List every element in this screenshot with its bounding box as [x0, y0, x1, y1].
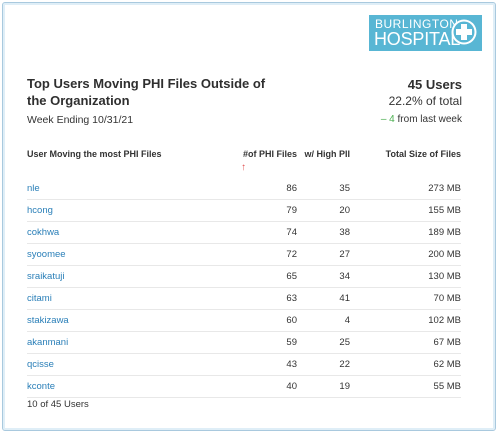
total-size-value: 102 MB	[428, 315, 461, 326]
column-header-total-size[interactable]: Total Size of Files	[385, 149, 461, 159]
kpi-delta-label: from last week	[394, 114, 462, 125]
high-pii-count: 38	[339, 227, 350, 238]
table-row: akanmani 59 25 67 MB	[27, 332, 461, 354]
table-row: qcisse 43 22 62 MB	[27, 354, 461, 376]
user-link[interactable]: stakizawa	[27, 315, 69, 326]
kpi-delta-value: – 4	[380, 114, 395, 125]
table-row: sraikatuji 65 34 130 MB	[27, 266, 461, 288]
high-pii-count: 27	[339, 249, 350, 260]
medical-cross-icon	[451, 19, 477, 45]
phi-files-count: 60	[286, 315, 297, 326]
phi-files-count: 79	[286, 205, 297, 216]
high-pii-count: 35	[339, 183, 350, 194]
table-row: cokhwa 74 38 189 MB	[27, 222, 461, 244]
kpi-change: – 4 from last week	[381, 114, 462, 125]
column-header-user[interactable]: User Moving the most PHI Files	[27, 149, 162, 159]
user-link[interactable]: syoomee	[27, 249, 66, 260]
sort-arrow-up-icon[interactable]: ↑	[241, 162, 246, 173]
phi-files-count: 74	[286, 227, 297, 238]
user-link[interactable]: qcisse	[27, 359, 54, 370]
user-link[interactable]: akanmani	[27, 337, 69, 348]
total-size-value: 70 MB	[433, 293, 461, 304]
user-link[interactable]: nle	[27, 183, 40, 194]
user-link[interactable]: hcong	[27, 205, 53, 216]
report-subtitle: Week Ending 10/31/21	[27, 114, 134, 126]
phi-files-count: 59	[286, 337, 297, 348]
table-row: stakizawa 60 4 102 MB	[27, 310, 461, 332]
table-body: nle 86 35 273 MB hcong 79 20 155 MB cokhwa 74 38 18…	[27, 178, 461, 398]
total-size-value: 189 MB	[428, 227, 461, 238]
total-size-value: 155 MB	[428, 205, 461, 216]
total-size-value: 67 MB	[433, 337, 461, 348]
high-pii-count: 41	[339, 293, 350, 304]
total-size-value: 130 MB	[428, 271, 461, 282]
card-frame	[2, 2, 496, 431]
high-pii-count: 22	[339, 359, 350, 370]
phi-files-count: 86	[286, 183, 297, 194]
table-header: User Moving the most PHI Files ↑ #of PHI…	[27, 148, 461, 178]
high-pii-count: 19	[339, 381, 350, 392]
column-header-phi-files[interactable]: #of PHI Files	[242, 149, 297, 159]
phi-files-count: 40	[286, 381, 297, 392]
phi-files-count: 43	[286, 359, 297, 370]
table-row: kconte 40 19 55 MB	[27, 376, 461, 398]
kpi-percent-of-total: 22.2% of total	[388, 94, 462, 108]
table-row: nle 86 35 273 MB	[27, 178, 461, 200]
high-pii-count: 25	[339, 337, 350, 348]
hospital-logo: BURLINGTON HOSPITAL	[369, 15, 482, 51]
user-link[interactable]: citami	[27, 293, 52, 304]
logo-text-line1: BURLINGTON	[375, 17, 459, 31]
users-table: User Moving the most PHI Files ↑ #of PHI…	[27, 148, 461, 398]
total-size-value: 55 MB	[433, 381, 461, 392]
total-size-value: 62 MB	[433, 359, 461, 370]
table-row: citami 63 41 70 MB	[27, 288, 461, 310]
user-link[interactable]: kconte	[27, 381, 55, 392]
phi-files-count: 65	[286, 271, 297, 282]
user-link[interactable]: sraikatuji	[27, 271, 65, 282]
column-header-high-pii[interactable]: w/ High PII	[304, 149, 350, 159]
report-title: Top Users Moving PHI Files Outside of th…	[27, 76, 266, 108]
total-size-value: 273 MB	[428, 183, 461, 194]
high-pii-count: 4	[344, 315, 350, 326]
high-pii-count: 34	[339, 271, 350, 282]
phi-files-count: 72	[286, 249, 297, 260]
phi-files-count: 63	[286, 293, 297, 304]
table-row: hcong 79 20 155 MB	[27, 200, 461, 222]
logo-text-line2: HOSPITAL	[374, 29, 461, 49]
kpi-user-count: 45 Users	[407, 77, 462, 92]
high-pii-count: 20	[339, 205, 350, 216]
row-count-footer: 10 of 45 Users	[27, 399, 89, 410]
user-link[interactable]: cokhwa	[27, 227, 60, 238]
total-size-value: 200 MB	[428, 249, 461, 260]
table-row: syoomee 72 27 200 MB	[27, 244, 461, 266]
